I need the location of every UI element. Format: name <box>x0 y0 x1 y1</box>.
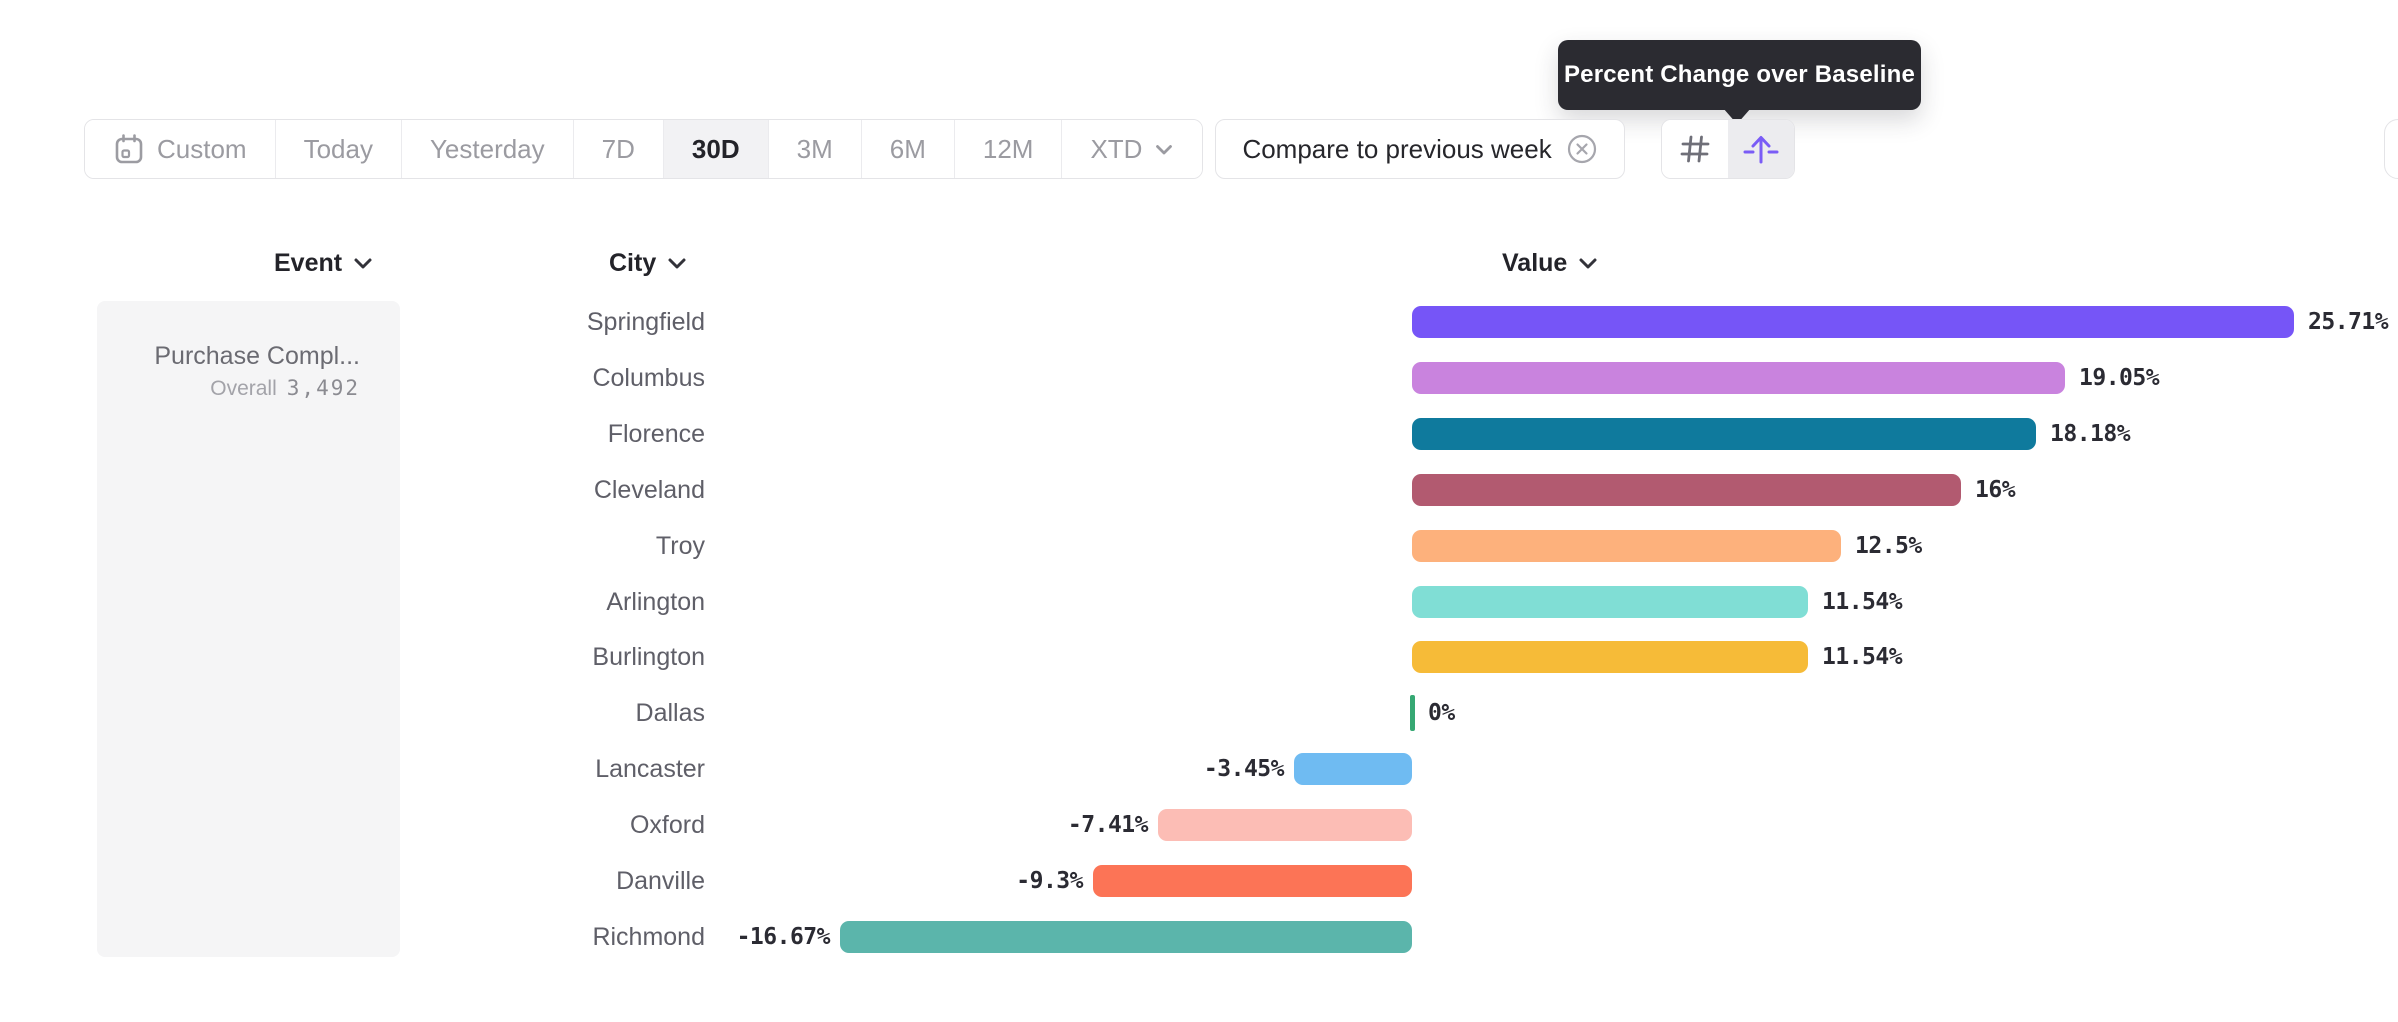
date-range-today[interactable]: Today <box>275 120 402 178</box>
event-row[interactable]: Purchase Compl... Overall 3,492 <box>154 339 360 404</box>
value-label: 0% <box>1428 700 1455 727</box>
date-range-6m[interactable]: 6M <box>861 120 955 178</box>
bar-oxford[interactable] <box>1158 809 1412 842</box>
value-label: 16% <box>1975 476 2016 503</box>
calendar-icon <box>113 132 145 166</box>
value-label: 11.54% <box>1822 644 1903 671</box>
bar-cleveland[interactable] <box>1412 473 1961 506</box>
city-label: Oxford <box>629 811 705 840</box>
chart-view-toggle <box>1660 119 1795 179</box>
date-range-custom[interactable]: Custom <box>85 120 276 178</box>
city-label: Troy <box>655 531 705 560</box>
bar-troy[interactable] <box>1412 529 1841 562</box>
value-header-label: Value <box>1502 248 1568 277</box>
date-range-label: Custom <box>157 133 247 164</box>
column-header-value[interactable]: Value <box>1502 247 1599 279</box>
overall-value: 3,492 <box>286 376 360 400</box>
value-label: -7.41% <box>1067 812 1149 839</box>
date-range-label: 12M <box>982 133 1034 164</box>
column-header-event[interactable]: Event <box>274 247 374 279</box>
date-range-group: Custom Today Yesterday 7D 30D 3M 6M 12M XTD <box>84 119 1204 179</box>
chevron-down-icon <box>1577 256 1599 270</box>
value-label: 11.54% <box>1822 588 1903 615</box>
compare-pill[interactable]: Compare to previous week <box>1215 119 1625 179</box>
event-header-label: Event <box>274 248 343 277</box>
tooltip: Percent Change over Baseline <box>1558 40 1921 110</box>
city-label: Florence <box>607 419 705 448</box>
city-label: Danville <box>616 867 705 895</box>
city-label: Richmond <box>592 922 705 951</box>
date-range-xtd[interactable]: XTD <box>1062 120 1203 178</box>
value-label: -16.67% <box>736 923 831 950</box>
date-range-label: Yesterday <box>429 133 545 164</box>
date-range-yesterday[interactable]: Yesterday <box>401 120 574 178</box>
city-label: Lancaster <box>595 755 705 784</box>
value-label: -3.45% <box>1203 756 1285 783</box>
date-range-7d[interactable]: 7D <box>573 120 664 178</box>
city-label: Arlington <box>606 587 705 616</box>
hash-grid-icon <box>1677 132 1713 166</box>
value-label: 19.05% <box>2079 364 2160 391</box>
zero-tick-bar[interactable] <box>1410 695 1415 732</box>
city-label: Burlington <box>592 643 705 672</box>
show-values-button[interactable] <box>1661 120 1728 178</box>
city-header-label: City <box>609 248 657 277</box>
value-label: 18.18% <box>2050 420 2131 447</box>
date-range-label: 7D <box>601 133 635 164</box>
chevron-down-icon <box>352 256 374 270</box>
chevron-down-icon <box>666 256 688 270</box>
city-label: Dallas <box>635 699 705 728</box>
value-label: 25.71% <box>2308 309 2389 335</box>
value-label: -9.3% <box>1016 868 1083 894</box>
city-label: Springfield <box>586 308 705 336</box>
date-range-12m[interactable]: 12M <box>954 120 1063 178</box>
event-overall: Overall 3,492 <box>154 373 360 404</box>
truncated-button[interactable] <box>2384 119 2398 179</box>
event-name: Purchase Compl... <box>154 342 360 370</box>
overall-label: Overall <box>210 377 277 400</box>
remove-compare-icon[interactable] <box>1566 133 1598 165</box>
date-range-30d[interactable]: 30D <box>663 120 769 178</box>
bar-columbus[interactable] <box>1412 361 2065 394</box>
event-panel: Purchase Compl... Overall 3,492 <box>97 301 400 957</box>
date-range-label: XTD <box>1090 133 1143 164</box>
city-label: Columbus <box>592 363 705 392</box>
percent-change-button[interactable] <box>1727 120 1794 178</box>
column-header-city[interactable]: City <box>609 247 688 279</box>
bar-florence[interactable] <box>1412 417 2036 450</box>
bar-arlington[interactable] <box>1412 585 1808 618</box>
bar-danville[interactable] <box>1093 865 1412 897</box>
date-range-label: 6M <box>889 133 926 164</box>
bar-lancaster[interactable] <box>1294 753 1412 786</box>
date-range-3m[interactable]: 3M <box>768 120 862 178</box>
value-label: 12.5% <box>1855 532 1922 559</box>
date-range-label: 3M <box>796 133 833 164</box>
bar-burlington[interactable] <box>1412 641 1808 674</box>
city-label: Cleveland <box>593 475 705 504</box>
chevron-down-icon <box>1154 143 1174 156</box>
arrow-up-baseline-icon <box>1742 130 1780 168</box>
toolbar: Custom Today Yesterday 7D 30D 3M 6M 12M XTD Comp… <box>84 119 1795 179</box>
date-range-label: 30D <box>691 133 740 164</box>
tooltip-text: Percent Change over Baseline <box>1563 61 1916 88</box>
compare-pill-label: Compare to previous week <box>1242 133 1552 164</box>
bar-springfield[interactable] <box>1412 306 2294 338</box>
date-range-label: Today <box>303 133 373 164</box>
bar-richmond[interactable] <box>840 920 1412 953</box>
